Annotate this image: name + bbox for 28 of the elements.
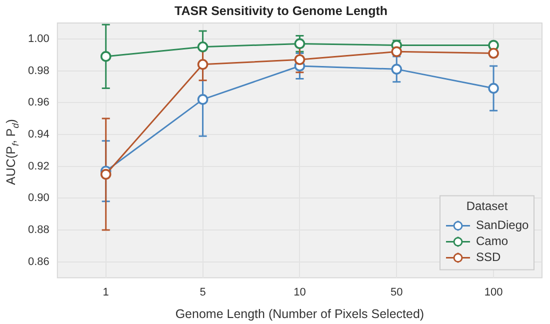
point [488, 82, 499, 94]
y-tick-label: 0.90 [28, 192, 50, 204]
point [391, 64, 402, 75]
y-tick-label: 0.92 [28, 160, 50, 172]
chart-title: TASR Sensitivity to Genome Length [174, 4, 388, 18]
point [197, 59, 208, 70]
point [294, 54, 306, 66]
legend-title: Dataset [466, 199, 508, 214]
x-tick-label: 5 [200, 286, 206, 298]
point [294, 38, 306, 50]
legend-label: SSD [476, 250, 502, 264]
point [197, 41, 208, 52]
x-tick-label: 100 [484, 286, 503, 298]
y-tick-label: 0.86 [28, 256, 50, 268]
point [100, 168, 112, 180]
legend-label: SanDiego [476, 218, 530, 232]
x-axis-title: Genome Length (Number of Pixels Selected) [175, 306, 424, 321]
point [100, 51, 112, 62]
legend-label: Camo [476, 234, 508, 248]
x-tick-label: 1 [102, 286, 109, 298]
point [197, 94, 208, 105]
y-tick-label: 0.94 [28, 128, 50, 141]
y-tick-label: 1.00 [28, 32, 50, 45]
y-tick-label: 0.88 [28, 224, 50, 236]
x-tick-label: 10 [294, 286, 306, 298]
y-tick-label: 0.96 [28, 96, 50, 109]
x-tick-label: 50 [390, 286, 403, 298]
y-tick-label: 0.98 [28, 64, 50, 77]
